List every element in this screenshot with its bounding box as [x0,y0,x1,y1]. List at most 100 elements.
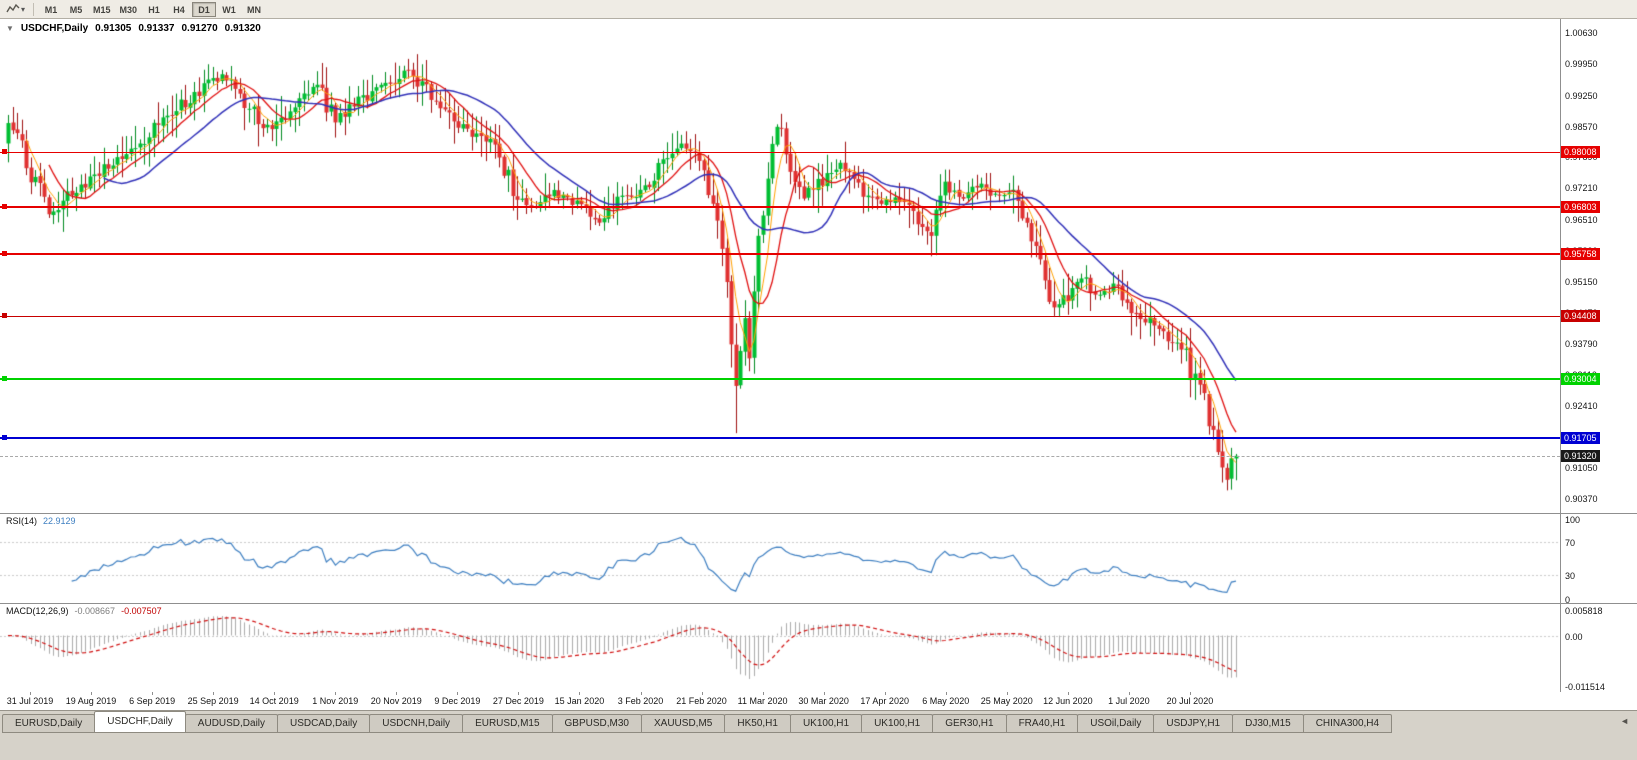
chart-tab-eurusd-m15[interactable]: EURUSD,M15 [462,714,553,733]
macd-panel-canvas[interactable] [0,604,1561,692]
time-axis-tick [823,692,825,695]
timeframe-button-mn[interactable]: MN [247,4,262,15]
timeframe-button-m30[interactable]: M30 [119,4,138,15]
time-axis-tick [945,692,947,695]
horizontal-line-0.98008[interactable] [0,149,1560,154]
time-axis-tick [1128,692,1130,695]
hline-price-tag: 0.95758 [1561,248,1600,260]
time-axis: 31 Jul 2019 19 Aug 2019 6 Sep 2019 25 Sep 2… [0,692,1637,710]
date-axis-label: 21 Feb 2020 [676,696,727,706]
price-axis-label: 0.98570 [1565,121,1598,132]
chart-tab-xauusd-m5[interactable]: XAUUSD,M5 [641,714,726,733]
chart-tab-usdjpy-h1[interactable]: USDJPY,H1 [1153,714,1234,733]
date-axis-label: 14 Oct 2019 [249,696,299,706]
price-axis-label: 0.97210 [1565,183,1598,194]
timeframe-button-d1[interactable]: D1 [192,1,217,17]
time-axis-tick [884,692,886,695]
chart-toolbar: ▾ M1 M5 M15 M30 H1 H4 D1 W1 MN [0,0,1637,19]
price-axis-label: 0.93790 [1565,338,1598,349]
date-axis-label: 20 Nov 2019 [370,696,422,706]
timeframe-button-m5[interactable]: M5 [69,4,83,15]
timeframe-button-h4[interactable]: H4 [173,4,185,15]
horizontal-line-0.93004[interactable] [0,376,1560,381]
price-axis-label: 0.91050 [1565,463,1598,474]
date-axis-label: 1 Jul 2020 [1108,696,1150,706]
hline-handle[interactable] [2,251,7,256]
timeframe-button-m15[interactable]: M15 [93,4,111,15]
chart-tab-usoil-daily[interactable]: USOil,Daily [1077,714,1155,733]
rsi-label: RSI(14) 22.9129 [6,516,76,526]
panel-divider-rsi-macd[interactable] [0,603,1637,604]
timeframe-button-w1[interactable]: W1 [222,4,236,15]
chart-tab-uk100-h1[interactable]: UK100,H1 [789,714,863,733]
hline-price-tag: 0.96803 [1561,201,1600,213]
date-axis-label: 6 Sep 2019 [129,696,176,706]
hline-handle[interactable] [2,204,7,209]
macd-scale-label: 0.00 [1565,631,1583,642]
panel-divider-main-rsi[interactable] [0,513,1637,514]
horizontal-line-0.96803[interactable] [0,204,1560,209]
rsi-name: RSI(14) [6,516,38,526]
rsi-panel-canvas[interactable] [0,514,1561,603]
date-axis-label: 12 Jun 2020 [1043,696,1093,706]
rsi-level-label: 70 [1565,538,1576,549]
chart-tab-gbpusd-m30[interactable]: GBPUSD,M30 [551,714,642,733]
time-axis-tick [579,692,581,695]
hline-handle[interactable] [2,376,7,381]
time-axis-tick [152,692,154,695]
timeframe-button-m1[interactable]: M1 [44,4,58,15]
chart-tab-usdcad-daily[interactable]: USDCAD,Daily [277,714,371,733]
time-axis-tick [1067,692,1069,695]
rsi-level-label: 100 [1565,515,1581,525]
time-axis-tick [701,692,703,695]
price-axis-label: 0.99250 [1565,90,1598,101]
chart-tab-ger30-h1[interactable]: GER30,H1 [932,714,1007,733]
chart-tab-uk100-h1[interactable]: UK100,H1 [861,714,934,733]
hline-handle[interactable] [2,149,7,154]
zigzag-tool-icon [6,3,20,13]
current-price-line [0,456,1560,457]
chart-tab-fra40-h1[interactable]: FRA40,H1 [1005,714,1079,733]
price-axis-label: 0.99950 [1565,58,1598,69]
timeframe-toolbar: M1 M5 M15 M30 H1 H4 D1 W1 MN [39,1,266,17]
hline-price-tag: 0.94408 [1561,310,1600,322]
horizontal-line-0.94408[interactable] [0,313,1560,318]
time-axis-tick [1006,692,1008,695]
chart-tab-usdchf-daily[interactable]: USDCHF,Daily [94,711,186,733]
macd-scale-label: 0.005818 [1565,606,1603,616]
price-axis-border [1560,19,1561,692]
macd-signal-value: -0.007507 [121,606,162,616]
macd-name: MACD(12,26,9) [6,606,69,616]
chart-tab-dj30-m15[interactable]: DJ30,M15 [1232,714,1304,733]
time-axis-tick [30,692,31,695]
time-axis-tick [213,692,215,695]
chart-symbol-label: USDCHF,Daily [20,23,89,34]
time-axis-tick [457,692,459,695]
horizontal-line-0.95758[interactable] [0,251,1560,256]
toolbar-separator [33,2,35,16]
ohlc-high-value: 0.91337 [138,23,175,34]
chart-tools-button[interactable]: ▾ [3,1,28,17]
time-axis-tick [640,692,642,695]
chart-title: ▼ USDCHF,Daily 0.91305 0.91337 0.91270 0… [6,23,261,34]
timeframe-button-h1[interactable]: H1 [148,4,160,15]
ohlc-low-value: 0.91270 [181,23,218,34]
tab-scroll-left-icon[interactable]: ◄ [1620,716,1629,726]
price-axis-label: 0.90370 [1565,494,1598,504]
chart-tab-hk50-h1[interactable]: HK50,H1 [724,714,791,733]
chart-tab-china300-h4[interactable]: CHINA300,H4 [1302,714,1393,733]
chart-tab-usdcnh-daily[interactable]: USDCNH,Daily [369,714,464,733]
chart-tab-eurusd-daily[interactable]: EURUSD,Daily [2,714,96,733]
chart-tab-audusd-daily[interactable]: AUDUSD,Daily [184,714,279,733]
chart-tabs: EURUSD,Daily USDCHF,Daily AUDUSD,Daily USDC… [2,711,1393,733]
one-click-trading-toggle[interactable]: ▼ [6,24,14,33]
date-axis-label: 3 Feb 2020 [617,696,664,706]
date-axis-label: 25 Sep 2019 [187,696,239,706]
price-axis-label: 0.92410 [1565,401,1598,412]
date-axis-label: 30 Mar 2020 [798,696,849,706]
hline-handle[interactable] [2,435,7,440]
macd-scale-label: -0.011514 [1565,682,1605,692]
hline-handle[interactable] [2,313,7,318]
main-chart-canvas[interactable] [0,19,1561,513]
horizontal-line-0.91705[interactable] [0,435,1560,440]
